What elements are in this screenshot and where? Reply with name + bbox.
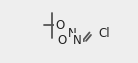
Text: O: O bbox=[56, 19, 65, 32]
Text: Cl: Cl bbox=[98, 27, 110, 40]
Text: O: O bbox=[57, 34, 66, 47]
Text: N: N bbox=[73, 34, 81, 47]
Text: N: N bbox=[68, 27, 77, 40]
